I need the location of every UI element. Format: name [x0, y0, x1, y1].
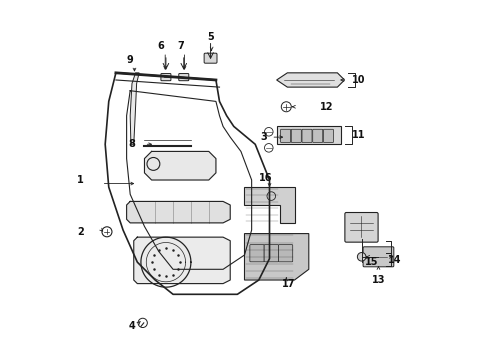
Text: 1: 1: [77, 175, 83, 185]
FancyBboxPatch shape: [264, 245, 278, 262]
FancyBboxPatch shape: [323, 129, 333, 143]
Polygon shape: [276, 126, 340, 144]
FancyBboxPatch shape: [203, 53, 217, 63]
Text: 3: 3: [260, 132, 267, 142]
Text: 9: 9: [126, 55, 133, 65]
Polygon shape: [126, 202, 230, 223]
Text: 17: 17: [282, 279, 295, 289]
Text: 8: 8: [128, 139, 135, 149]
Text: 15: 15: [364, 257, 377, 267]
Text: 2: 2: [77, 227, 83, 237]
FancyBboxPatch shape: [179, 73, 188, 81]
FancyBboxPatch shape: [344, 212, 377, 242]
Polygon shape: [144, 152, 216, 180]
Text: 7: 7: [177, 41, 184, 51]
Text: 4: 4: [128, 321, 135, 332]
Polygon shape: [276, 73, 344, 87]
Polygon shape: [244, 187, 294, 223]
FancyBboxPatch shape: [249, 245, 264, 262]
Text: 14: 14: [387, 255, 401, 265]
Circle shape: [357, 252, 365, 261]
Text: 11: 11: [351, 130, 365, 140]
Text: 10: 10: [351, 75, 365, 85]
Text: 13: 13: [371, 275, 385, 285]
FancyBboxPatch shape: [161, 73, 171, 81]
FancyBboxPatch shape: [363, 247, 393, 267]
Polygon shape: [244, 234, 308, 280]
FancyBboxPatch shape: [280, 129, 290, 143]
FancyBboxPatch shape: [291, 129, 301, 143]
Text: 16: 16: [259, 173, 272, 183]
Text: 12: 12: [319, 102, 333, 112]
FancyBboxPatch shape: [278, 245, 292, 262]
FancyBboxPatch shape: [312, 129, 322, 143]
Polygon shape: [130, 73, 139, 144]
Polygon shape: [134, 237, 230, 284]
Text: 5: 5: [207, 32, 214, 42]
Text: 6: 6: [157, 41, 163, 51]
FancyBboxPatch shape: [302, 129, 311, 143]
